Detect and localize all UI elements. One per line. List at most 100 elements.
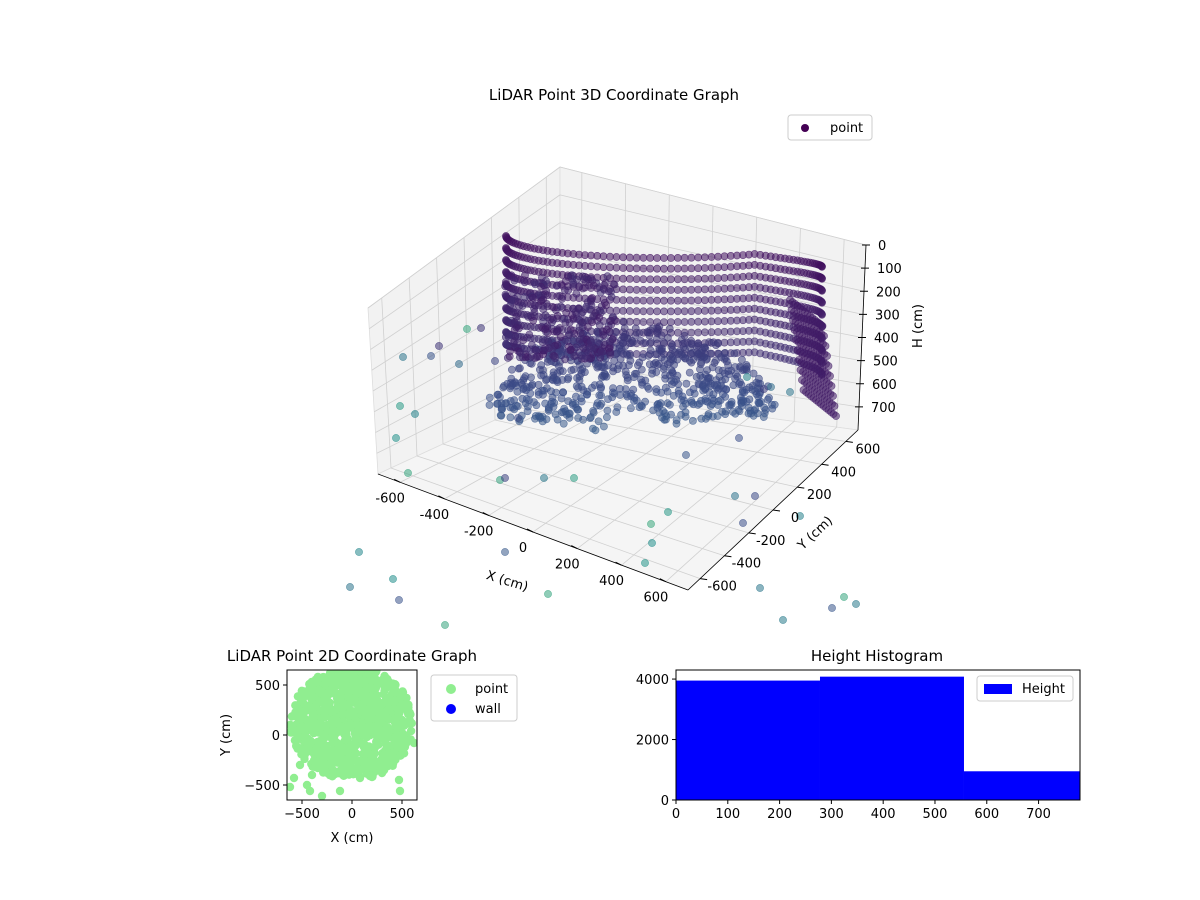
point-3d bbox=[685, 368, 694, 377]
point-3d bbox=[852, 600, 860, 608]
y-tick-3d bbox=[700, 578, 708, 581]
point-3d bbox=[714, 285, 722, 293]
point-3d bbox=[603, 272, 612, 281]
point-2d bbox=[361, 711, 370, 720]
point-3d bbox=[631, 331, 640, 340]
point-2d bbox=[394, 775, 404, 785]
point-3d bbox=[511, 332, 520, 341]
point-2d bbox=[356, 670, 365, 676]
point-3d bbox=[538, 412, 547, 421]
point-3d bbox=[625, 361, 633, 369]
point-3d bbox=[355, 548, 363, 556]
point-3d bbox=[786, 388, 794, 396]
point-3d bbox=[531, 414, 539, 423]
point-2d bbox=[327, 761, 336, 770]
point-2d bbox=[374, 740, 383, 749]
point-3d bbox=[619, 264, 627, 272]
point-3d bbox=[647, 338, 655, 347]
z-tick-label-3d: 700 bbox=[871, 401, 896, 416]
point-3d bbox=[556, 302, 565, 311]
histogram-bar bbox=[819, 676, 964, 800]
point-3d bbox=[639, 253, 648, 262]
point-3d bbox=[657, 345, 666, 354]
point-3d bbox=[666, 400, 674, 409]
point-3d bbox=[575, 282, 584, 291]
point-3d bbox=[632, 396, 641, 405]
point-3d bbox=[680, 318, 689, 326]
point-3d bbox=[625, 253, 634, 262]
point-3d bbox=[606, 337, 615, 346]
point-3d bbox=[594, 417, 603, 426]
point-3d bbox=[540, 474, 548, 482]
z-tick-label-3d: 300 bbox=[875, 308, 900, 323]
point-2d bbox=[332, 738, 341, 747]
grid-y-floor bbox=[390, 467, 701, 579]
point-3d bbox=[753, 384, 762, 393]
point-3d bbox=[577, 309, 586, 318]
point-3d bbox=[673, 275, 682, 284]
y-tick-3d bbox=[821, 463, 829, 466]
point-3d bbox=[505, 352, 514, 361]
point-3d bbox=[529, 293, 537, 302]
point-2d bbox=[379, 761, 388, 771]
point-3d bbox=[714, 274, 722, 283]
point-3d bbox=[561, 355, 569, 364]
point-3d bbox=[399, 353, 407, 361]
point-3d bbox=[743, 362, 751, 371]
point-3d bbox=[597, 391, 605, 400]
point-3d bbox=[572, 289, 581, 298]
point-2d bbox=[407, 719, 416, 728]
point-3d bbox=[507, 365, 516, 374]
x-tick-label-2d: 500 bbox=[390, 807, 415, 822]
ticks-histogram: 0 100 200 300 400 500 600 700 0 2000 4000 bbox=[636, 673, 1051, 822]
point-2d bbox=[289, 773, 299, 783]
point-3d bbox=[346, 583, 354, 591]
grid-y-floor bbox=[468, 431, 774, 511]
point-3d bbox=[607, 316, 615, 325]
point-3d bbox=[694, 264, 703, 273]
point-3d bbox=[534, 390, 543, 399]
legend-2d-point-label: point bbox=[475, 682, 508, 697]
point-3d bbox=[660, 254, 668, 262]
point-2d bbox=[406, 726, 416, 736]
point-3d bbox=[544, 337, 553, 346]
point-2d bbox=[376, 731, 386, 740]
point-2d bbox=[317, 791, 327, 800]
legend-histogram: Height bbox=[976, 675, 1074, 702]
point-3d bbox=[731, 492, 739, 500]
point-3d bbox=[518, 302, 527, 310]
point-3d bbox=[570, 474, 578, 482]
point-2d bbox=[317, 706, 326, 715]
point-2d bbox=[384, 728, 393, 737]
point-3d bbox=[743, 373, 751, 381]
legend-3d-label: point bbox=[830, 121, 863, 136]
point-3d bbox=[760, 385, 768, 393]
y-tick-3d bbox=[797, 486, 805, 489]
point-3d bbox=[499, 383, 508, 392]
point-3d bbox=[710, 358, 719, 367]
point-2d bbox=[321, 713, 330, 722]
point-3d bbox=[647, 520, 655, 528]
point-2d bbox=[307, 770, 317, 780]
point-2d bbox=[388, 679, 397, 688]
point-3d bbox=[636, 336, 645, 345]
point-3d bbox=[610, 280, 619, 289]
point-3d bbox=[595, 313, 604, 322]
point-3d bbox=[519, 336, 528, 344]
point-3d bbox=[707, 317, 716, 326]
point-3d bbox=[463, 325, 471, 333]
point-3d bbox=[619, 253, 627, 262]
point-3d bbox=[646, 296, 655, 305]
x-tick-label-3d: 0 bbox=[519, 541, 527, 556]
point-3d bbox=[619, 285, 627, 294]
point-2d bbox=[322, 691, 331, 701]
point-3d bbox=[612, 263, 621, 272]
point-2d bbox=[307, 723, 316, 733]
grid-y-floor bbox=[494, 419, 798, 488]
legend-2d: point wall bbox=[430, 674, 518, 722]
point-3d bbox=[638, 353, 647, 362]
point-3d bbox=[756, 584, 764, 592]
point-3d bbox=[601, 370, 610, 379]
point-2d bbox=[317, 697, 326, 707]
point-3d bbox=[546, 315, 555, 324]
